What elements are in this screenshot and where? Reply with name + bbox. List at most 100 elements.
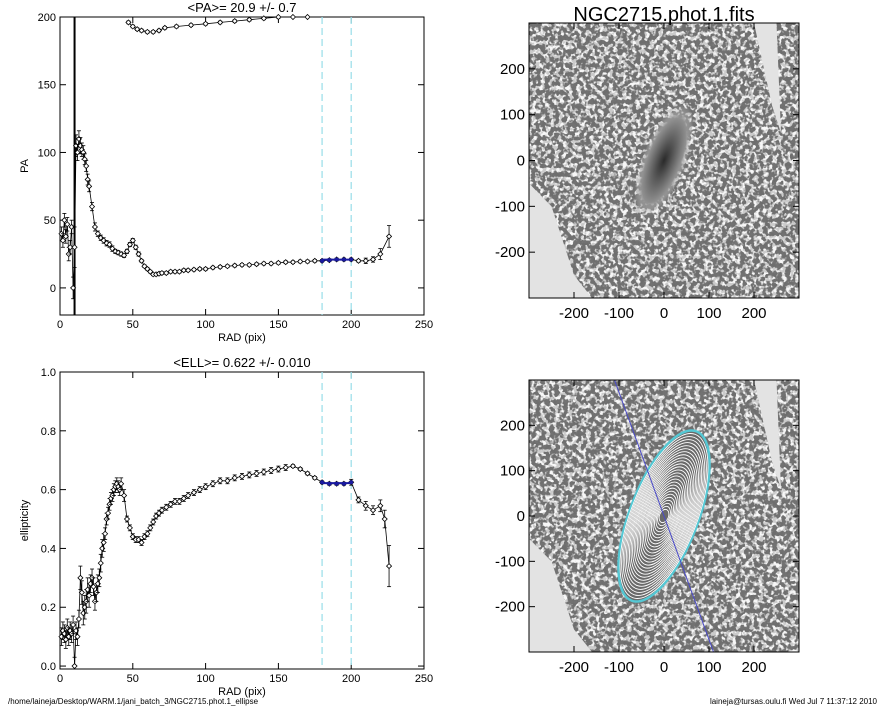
img1-xtick-label: -100 — [604, 305, 634, 322]
img2-ytick-label: -200 — [495, 599, 525, 616]
pa-data-point — [176, 268, 183, 275]
pa-xlabel: RAD (pix) — [218, 332, 266, 344]
img2-ytick-label: 0 — [517, 508, 525, 525]
img2-isophote-contour — [644, 481, 684, 551]
ell-data-point — [75, 615, 82, 623]
img2-isophote-contour — [627, 448, 701, 584]
pa-data-point — [59, 237, 66, 244]
ell-ytick-label: 0.2 — [41, 602, 56, 614]
img2-outer-contour — [617, 429, 711, 603]
ell-data-point — [369, 507, 377, 514]
img2-isophote-contour — [655, 502, 673, 530]
pa-data-point — [68, 223, 75, 231]
ell-ytick-label: 0.0 — [41, 661, 56, 673]
file-path-label: /home/laineja/Desktop/WARM.1/jani_batch_… — [8, 697, 259, 706]
ell-data-point — [185, 492, 192, 499]
ell-xtick-label: 50 — [127, 673, 139, 685]
pa-xtick-label: 200 — [342, 319, 360, 331]
ell-xtick-label: 100 — [196, 673, 214, 685]
pa-data-point — [362, 257, 369, 264]
ell-data-point — [311, 474, 318, 481]
ell-data-point — [381, 515, 388, 523]
ell-data-point — [246, 471, 253, 478]
pa-data-point — [132, 244, 139, 251]
ell-data-point — [102, 530, 109, 537]
ell-title: <ELL>= 0.622 +/- 0.010 — [173, 355, 310, 370]
pa-data-point — [88, 203, 96, 210]
img1-xtick-label: 100 — [696, 305, 721, 322]
pa-data-point — [74, 149, 81, 156]
img2-isophote-contour — [654, 499, 674, 533]
ell-data-point — [260, 468, 267, 476]
ell-xtick-label: 250 — [415, 673, 433, 685]
img2-isophote-contour — [633, 460, 695, 572]
pa-data-point — [173, 23, 180, 30]
img2-xtick-label: 100 — [696, 659, 721, 676]
ell-data-point — [155, 510, 163, 517]
pa-ytick-label: 200 — [38, 12, 56, 24]
pa-data-point — [123, 248, 131, 255]
ell-data-point — [190, 489, 198, 496]
ell-fit-point — [341, 481, 346, 486]
ell-fit-point — [349, 480, 354, 485]
pa-data-point — [196, 265, 203, 273]
pa-data-point — [138, 27, 145, 34]
img2-isophote-contour — [636, 466, 692, 566]
img2-isophote-contour — [625, 445, 703, 587]
ell-data-point — [355, 496, 362, 503]
img2-isophote-contour — [619, 433, 709, 599]
ell-data-point — [144, 530, 151, 537]
ell-ylabel: ellipticity — [19, 499, 31, 541]
pa-data-point — [147, 268, 154, 275]
ell-data-point — [297, 465, 304, 473]
pa-data-point — [150, 28, 157, 35]
pa-data-point — [134, 26, 141, 33]
ell-xlabel: RAD (pix) — [218, 686, 266, 698]
pa-data-point — [125, 19, 132, 26]
pa-data-point — [163, 269, 170, 277]
ell-data-point — [282, 464, 289, 471]
img1-image — [529, 23, 799, 298]
pa-data-point — [144, 28, 151, 35]
pa-data-point — [289, 259, 297, 266]
pa-data-point — [209, 264, 216, 271]
pa-data-point — [80, 149, 87, 156]
ell-data-point — [180, 495, 187, 502]
pa-data-point — [304, 258, 311, 265]
ell-data-point — [126, 524, 133, 531]
galaxy-image-panel: -200 -100 0 100 200 -200 -100 0 100 200 NGC2715.ph… — [495, 4, 800, 322]
ell-data-point — [70, 621, 77, 628]
img2-isophote-contour — [649, 490, 679, 542]
pa-data-point — [62, 233, 69, 240]
img2-isophote-contour — [638, 469, 690, 563]
ell-ytick-label: 0.8 — [41, 426, 56, 438]
ell-data-point — [209, 480, 216, 487]
ell-data-point — [202, 483, 209, 490]
pa-data-point — [155, 27, 163, 34]
pa-data-point — [187, 22, 195, 29]
img1-mask-right — [754, 23, 781, 133]
ell-data-point — [224, 477, 231, 484]
pa-data-point — [202, 265, 209, 273]
ell-data-point — [275, 465, 282, 473]
pa-ytick-label: 50 — [44, 215, 56, 227]
ell-xtick-label: 150 — [269, 673, 287, 685]
pa-data-point — [275, 13, 282, 21]
img2-isophote-contour — [624, 442, 704, 590]
ell-data-point — [167, 501, 174, 508]
pa-ytick-label: 100 — [38, 147, 56, 159]
ellipticity-profile-plot: 0 50 100 150 200 250 0.0 0.2 0.4 0.6 0.8 1.0 <ELL>= … — [19, 355, 433, 698]
ell-data-point — [129, 533, 136, 540]
ell-data-point — [304, 470, 311, 477]
ell-data-point — [71, 662, 78, 670]
pa-data-point — [369, 256, 377, 263]
pa-data-point — [217, 19, 224, 26]
img1-xtick-label: 0 — [660, 305, 668, 322]
ell-data-point — [100, 539, 107, 546]
ell-ytick-label: 0.4 — [41, 543, 56, 555]
img1-title: NGC2715.phot.1.fits — [573, 4, 754, 26]
img2-xtick-label: 200 — [741, 659, 766, 676]
ell-data-point — [163, 504, 170, 511]
pa-data-point — [311, 257, 318, 264]
